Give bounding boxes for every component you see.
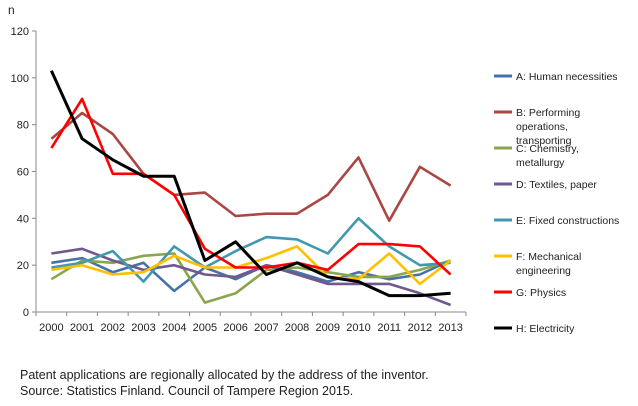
series-line-h xyxy=(50,70,451,298)
x-tick-label: 2011 xyxy=(377,322,401,334)
x-tick-label: 2005 xyxy=(193,322,217,334)
legend-label: H: Electricity xyxy=(516,323,575,335)
plot-area xyxy=(35,31,466,313)
x-tick-label: 2012 xyxy=(408,322,432,334)
series-line-f xyxy=(51,245,452,286)
x-tick-label: 2004 xyxy=(162,322,186,334)
series-line-d xyxy=(51,247,452,307)
y-tick-label: 40 xyxy=(17,213,29,225)
series-line-e xyxy=(51,217,451,283)
x-tick-label: 2001 xyxy=(70,322,94,334)
x-tick-label: 2003 xyxy=(131,322,155,334)
x-tick-label: 2008 xyxy=(285,322,309,334)
legend-label: G: Physics xyxy=(516,287,566,299)
footnote-line-1: Patent applications are regionally alloc… xyxy=(20,368,429,382)
y-tick-label: 80 xyxy=(17,120,29,132)
footnote-line-2: Source: Statistics Finland. Council of T… xyxy=(20,384,354,398)
legend-label: B: Performing operations, transporting xyxy=(516,107,580,147)
y-tick-label: 0 xyxy=(23,307,29,319)
legend-label: A: Human necessities xyxy=(516,71,618,83)
x-tick-label: 2002 xyxy=(101,322,125,334)
y-tick-label: 100 xyxy=(11,73,29,85)
legend-label: D: Textiles, paper xyxy=(516,179,597,191)
x-axis: 2000 2001 2002 2003 2004 2005 2006 2007 2008 2009… xyxy=(35,312,467,334)
x-tick-label: 2000 xyxy=(39,322,63,334)
y-tick-label: 20 xyxy=(17,260,29,272)
y-axis: 0 20 40 60 80 100 120 xyxy=(11,26,36,319)
legend-label: C: Chemistry, metallurgy xyxy=(516,143,579,169)
x-tick-label: 2006 xyxy=(223,322,247,334)
x-tick-label: 2013 xyxy=(438,322,462,334)
x-tick-label: 2010 xyxy=(346,322,370,334)
y-axis-label: n xyxy=(8,3,15,17)
legend: A: Human necessities B: Performing operati… xyxy=(494,71,619,335)
legend-label: F: Mechanical engineering xyxy=(516,251,581,277)
series-line-g xyxy=(50,97,452,276)
series-line-b xyxy=(50,111,452,222)
x-tick-label: 2009 xyxy=(316,322,340,334)
y-tick-label: 60 xyxy=(17,167,29,179)
x-tick-label: 2007 xyxy=(254,322,278,334)
y-tick-label: 120 xyxy=(11,26,29,38)
legend-label: E: Fixed constructions xyxy=(516,215,619,227)
